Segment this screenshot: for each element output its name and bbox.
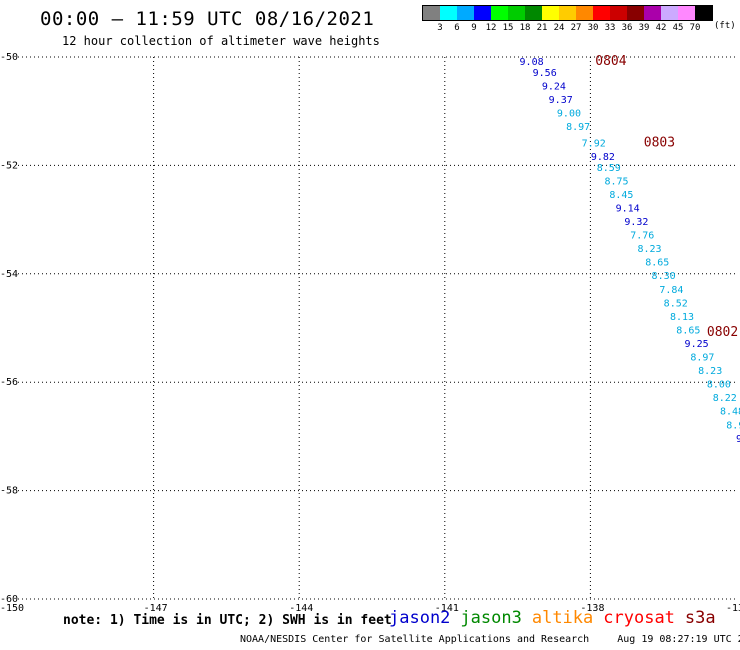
wave-height-value: 9.08 — [520, 57, 544, 68]
color-swatch — [423, 6, 440, 20]
color-swatch — [593, 6, 610, 20]
color-swatch — [491, 6, 508, 20]
legend-jason2: jason2 — [389, 608, 451, 628]
wave-height-value: 7.84 — [659, 285, 683, 296]
wave-height-value: 8.75 — [604, 176, 628, 187]
color-scale-tick: 45 — [672, 23, 684, 33]
color-swatch — [474, 6, 491, 20]
color-scale-tick: 70 — [689, 23, 701, 33]
map-title: 00:00 – 11:59 UTC 08/16/2021 — [40, 8, 375, 30]
wave-height-value: 9.14 — [616, 203, 640, 214]
color-swatch — [661, 6, 678, 20]
satellite-legend: jason2 jason3 altika cryosat s3a — [389, 608, 726, 628]
color-scale-tick: 27 — [570, 23, 582, 33]
color-scale-tick: 15 — [502, 23, 514, 33]
legend-cryosat: cryosat — [603, 608, 675, 628]
color-scale-tick: 18 — [519, 23, 531, 33]
color-scale-tick: 33 — [604, 23, 616, 33]
x-tick-label: -138 — [580, 603, 604, 614]
color-scale-tick: 30 — [587, 23, 599, 33]
color-scale-tick: 39 — [638, 23, 650, 33]
pass-time-label: 0804 — [595, 54, 626, 69]
color-swatch — [440, 6, 457, 20]
wave-height-value: 9.00 — [557, 109, 581, 120]
wave-height-value: 7.76 — [630, 231, 654, 242]
x-tick-label: -135 — [726, 603, 740, 614]
color-scale-swatches — [422, 5, 713, 21]
legend-altika: altika — [531, 608, 594, 628]
y-tick-label: -52 — [0, 160, 18, 171]
wave-height-value: 9.24 — [542, 82, 566, 93]
wave-height-value: 9.82 — [591, 152, 615, 163]
wave-height-value: 8.95 — [726, 420, 740, 431]
color-scale-tick: 12 — [485, 23, 497, 33]
x-tick-label: -144 — [289, 603, 313, 614]
credit-text: NOAA/NESDIS Center for Satellite Applica… — [240, 634, 590, 645]
color-swatch — [525, 6, 542, 20]
wave-height-value: 9.26 — [736, 434, 740, 445]
color-scale-tick: 6 — [454, 23, 460, 33]
footnote: note: 1) Time is in UTC; 2) SWH is in fe… — [63, 613, 392, 628]
color-scale-tick: 21 — [536, 23, 548, 33]
y-tick-label: -56 — [0, 377, 18, 388]
color-scale-tick: 24 — [553, 23, 565, 33]
wave-height-value: 9.56 — [533, 68, 557, 79]
wave-height-value: 8.65 — [676, 325, 700, 336]
x-tick-label: -150 — [0, 603, 24, 614]
wave-height-value: 8.59 — [597, 163, 621, 174]
y-tick-label: -50 — [0, 52, 18, 63]
color-swatch — [678, 6, 695, 20]
wave-height-value: 8.45 — [609, 190, 633, 201]
wave-height-value: 9.37 — [549, 95, 573, 106]
color-swatch — [644, 6, 661, 20]
wave-height-value: 8.97 — [566, 122, 590, 133]
color-scale-ticks: 3 6 9 12 15 18 21 24 27 30 33 36 39 42 45 70 — [422, 21, 713, 35]
timestamp-text: Aug 19 08:27:19 UTC 2021 — [617, 634, 740, 645]
color-scale-tick: 9 — [471, 23, 477, 33]
color-swatch — [542, 6, 559, 20]
wave-height-value: 8.97 — [690, 353, 714, 364]
color-swatch — [457, 6, 474, 20]
color-swatch — [695, 6, 712, 20]
y-tick-label: -60 — [0, 594, 18, 605]
wave-height-value: 8.22 — [713, 393, 737, 404]
wave-height-value: 8.00 — [707, 380, 731, 391]
color-scale-legend: 3 6 9 12 15 18 21 24 27 30 33 36 39 42 45 70 — [422, 5, 713, 35]
pass-time-label: 0802 — [707, 325, 738, 340]
y-tick-label: -58 — [0, 486, 18, 497]
color-scale-tick: 3 — [437, 23, 443, 33]
color-swatch — [610, 6, 627, 20]
wave-height-value: 9.32 — [624, 217, 648, 228]
wave-height-value: 8.23 — [698, 366, 722, 377]
wave-height-value: 9.25 — [685, 339, 709, 350]
color-swatch — [576, 6, 593, 20]
credit-footer: NOAA/NESDIS Center for Satellite Applica… — [240, 634, 740, 645]
color-scale-tick: 42 — [655, 23, 667, 33]
color-scale-tick: 36 — [621, 23, 633, 33]
color-swatch — [508, 6, 525, 20]
y-tick-label: -54 — [0, 269, 18, 280]
color-swatch — [559, 6, 576, 20]
x-tick-label: -141 — [435, 603, 459, 614]
color-swatch — [627, 6, 644, 20]
x-tick-label: -147 — [144, 603, 168, 614]
pass-time-label: 0803 — [644, 135, 675, 150]
wave-height-value: 8.48 — [720, 407, 740, 418]
color-scale-unit: (ft) — [714, 21, 736, 31]
wave-height-value: 8.30 — [652, 271, 676, 282]
wave-height-value: 8.65 — [645, 258, 669, 269]
legend-jason3: jason3 — [460, 608, 522, 628]
wave-height-value: 8.52 — [664, 298, 688, 309]
wave-height-value: 8.13 — [670, 312, 694, 323]
map-subtitle: 12 hour collection of altimeter wave hei… — [62, 34, 380, 48]
wave-height-value: 7.92 — [582, 138, 606, 149]
legend-s3a: s3a — [684, 608, 716, 628]
wave-height-value: 8.23 — [637, 244, 661, 255]
